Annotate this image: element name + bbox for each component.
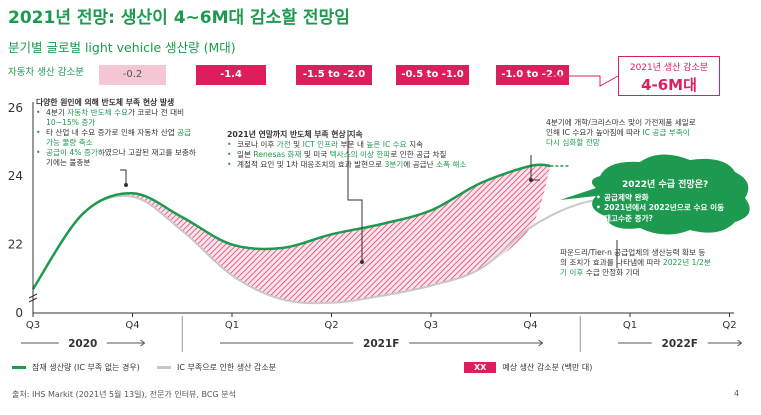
x-tick-label: Q2 <box>722 320 736 331</box>
annotation-item: 4분기 자동차 반도체 수요가 코로나 전 대비 10~15% 증가 <box>36 108 198 128</box>
leader-line <box>120 169 127 185</box>
bubble-items: 공급제약 완화2021년에서 2022년으로 수요 이동재고수준 증가? <box>596 193 724 225</box>
legend-label: 예상 생산 감소분 (백만 대) <box>502 363 593 372</box>
axis-break-icon <box>28 293 38 303</box>
decline-box: -1.4 <box>196 65 266 85</box>
legend-swatch-line <box>157 366 171 369</box>
leader-dot <box>529 178 533 182</box>
decline-box: -1.0 to -2.0 <box>496 65 569 85</box>
bubble-item: 2021년에서 2022년으로 수요 이동 <box>596 203 724 214</box>
x-tick-label: Q4 <box>523 320 537 331</box>
year-group-arrow <box>140 339 146 347</box>
series-line-potential <box>31 163 551 290</box>
leader-dot <box>124 183 128 187</box>
bubble-item: 공급제약 완화 <box>596 193 724 204</box>
x-tick-label: Q4 <box>125 320 139 331</box>
annotation-item: 코로나 이후 가전 및 ICT 인프라 부문 내 높은 IC 수요 지속 <box>227 140 477 150</box>
year-group-label: 2020 <box>68 338 97 350</box>
annotation-q4-demand: 4분기에 개학/크리스마스 맞이 가전제품 세일로 인해 IC 수요가 높아짐에… <box>546 118 696 147</box>
y-tick-label: 26 <box>8 101 23 115</box>
annotation-shortage-continues: 2021년 연말까지 반도체 부족 현상 지속 코로나 이후 가전 및 ICT … <box>227 130 477 170</box>
x-tick-label: Q3 <box>424 320 438 331</box>
annotation-list: 4분기 자동차 반도체 수요가 코로나 전 대비 10~15% 증가타 산업 내… <box>36 108 198 168</box>
decline-box: -0.2 <box>99 65 166 85</box>
decline-area <box>33 164 551 304</box>
total-connector <box>546 75 619 87</box>
annotation-item: 타 산업 내 수요 증가로 인해 자동차 산업 공급 가능 물량 축소 <box>36 128 198 148</box>
annotation-shortage-causes: 다양한 원인에 의해 반도체 부족 현상 발생 4분기 자동차 반도체 수요가 … <box>36 98 198 168</box>
annotation-item: 일본 Renesas 화재 및 미국 텍사스의 이상 한파로 인한 공급 차질 <box>227 150 477 160</box>
x-tick-label: Q2 <box>324 320 338 331</box>
annotation-item: 계절적 요인 및 1차 대응조치의 효과 발현으로 3분기에 공급난 소폭 해소 <box>227 160 477 170</box>
decline-row-label: 자동차 생산 감소분 <box>8 67 84 78</box>
x-tick-label: Q3 <box>26 320 40 331</box>
legend-label: 잠재 생산량 (IC 부족 없는 경우) <box>32 363 140 372</box>
x-tick-label: Q1 <box>225 320 239 331</box>
total-decline-label: 2021년 생산 감소분 <box>629 63 709 73</box>
chart-subtitle: 분기별 글로벌 light vehicle 생산량 (M대) <box>8 40 236 55</box>
bubble-title: 2022년 수급 전망은? <box>622 180 709 190</box>
x-tick-label: Q1 <box>623 320 637 331</box>
decline-box: -1.5 to -2.0 <box>296 65 372 85</box>
annotation-heading: 2021년 연말까지 반도체 부족 현상 지속 <box>227 130 363 139</box>
legend-item: XX 예상 생산 감소분 (백만 대) <box>464 362 592 373</box>
annotation-2022-stabilization: 파운드리/Tier-n 공급업체의 생산능력 확보 등의 조치가 효과를 나타냄… <box>560 248 711 277</box>
year-group-arrow <box>538 339 544 347</box>
footer-source: 출처: IHS Markit (2021년 5월 13일), 전문가 인터뷰, … <box>12 390 236 399</box>
legend-item: 잠재 생산량 (IC 부족 없는 경우) <box>12 362 140 373</box>
outlook-bubble-text: 2022년 수급 전망은? 공급제약 완화2021년에서 2022년으로 수요 … <box>596 180 724 224</box>
legend-label: IC 부족으로 인한 생산 감소분 <box>177 363 277 372</box>
bubble-item: 재고수준 증가? <box>596 214 724 225</box>
legend-swatch-line <box>12 366 26 369</box>
year-group-label: 2022F <box>662 338 698 350</box>
y-tick-label: 0 <box>15 306 23 320</box>
year-group-arrow <box>737 339 743 347</box>
page-title: 2021년 전망: 생산이 4~6M대 감소할 전망임 <box>8 8 350 28</box>
year-group-label: 2021F <box>363 338 399 350</box>
legend-item: IC 부족으로 인한 생산 감소분 <box>157 362 276 373</box>
total-decline-box: 2021년 생산 감소분 4-6M대 <box>618 56 720 96</box>
legend-swatch-box: XX <box>464 362 497 373</box>
decline-box: -0.5 to -1.0 <box>396 65 469 85</box>
annotation-item: 공급이 4% 증가하였으나 고갈된 재고를 보충하기에는 불충분 <box>36 148 198 168</box>
leader-dot <box>360 260 364 264</box>
total-decline-value: 4-6M대 <box>641 76 697 94</box>
y-tick-label: 22 <box>8 238 23 252</box>
page-number: 4 <box>734 389 740 398</box>
y-tick-label: 24 <box>8 169 23 183</box>
annotation-heading: 다양한 원인에 의해 반도체 부족 현상 발생 <box>36 98 175 107</box>
annotation-list: 코로나 이후 가전 및 ICT 인프라 부문 내 높은 IC 수요 지속일본 R… <box>227 140 477 170</box>
